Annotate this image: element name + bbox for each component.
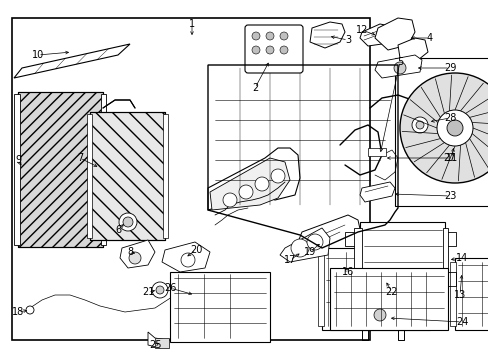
Bar bbox=[18, 92, 103, 247]
Text: 17: 17 bbox=[283, 255, 296, 265]
Text: 11: 11 bbox=[445, 153, 457, 163]
Text: 29: 29 bbox=[443, 63, 455, 73]
Circle shape bbox=[251, 32, 260, 40]
Polygon shape bbox=[280, 228, 329, 262]
Bar bbox=[14, 94, 20, 245]
Polygon shape bbox=[297, 215, 361, 255]
Circle shape bbox=[223, 193, 237, 207]
Polygon shape bbox=[359, 24, 391, 46]
Circle shape bbox=[290, 239, 308, 257]
Bar bbox=[321, 248, 429, 330]
Text: 24: 24 bbox=[455, 317, 467, 327]
Bar bbox=[163, 114, 168, 238]
Text: 20: 20 bbox=[189, 245, 202, 255]
Circle shape bbox=[415, 121, 423, 129]
Circle shape bbox=[254, 177, 268, 191]
Polygon shape bbox=[162, 242, 209, 272]
Text: 13: 13 bbox=[453, 290, 465, 300]
Bar bbox=[90, 112, 164, 240]
FancyBboxPatch shape bbox=[244, 25, 303, 73]
Bar bbox=[155, 338, 169, 348]
Bar bbox=[359, 222, 444, 294]
Bar bbox=[18, 92, 103, 247]
Polygon shape bbox=[374, 18, 414, 50]
Circle shape bbox=[123, 217, 133, 227]
Polygon shape bbox=[207, 148, 299, 210]
Circle shape bbox=[393, 62, 405, 74]
Circle shape bbox=[156, 286, 163, 294]
Text: 16: 16 bbox=[341, 267, 353, 277]
Polygon shape bbox=[364, 300, 391, 328]
Polygon shape bbox=[309, 22, 345, 48]
Polygon shape bbox=[14, 44, 130, 78]
Text: 23: 23 bbox=[443, 191, 455, 201]
Polygon shape bbox=[148, 332, 168, 348]
Circle shape bbox=[239, 185, 252, 199]
Bar bbox=[394, 58, 488, 206]
Polygon shape bbox=[374, 55, 421, 78]
Circle shape bbox=[411, 117, 427, 133]
Circle shape bbox=[280, 46, 287, 54]
Text: 2: 2 bbox=[251, 83, 258, 93]
Polygon shape bbox=[397, 38, 427, 60]
Circle shape bbox=[306, 234, 323, 250]
Polygon shape bbox=[359, 182, 394, 202]
Text: 28: 28 bbox=[443, 113, 455, 123]
Text: 5: 5 bbox=[396, 57, 402, 67]
Polygon shape bbox=[209, 158, 289, 210]
Text: 12: 12 bbox=[355, 25, 367, 35]
Text: 25: 25 bbox=[148, 340, 161, 350]
Bar bbox=[454, 258, 488, 330]
Bar bbox=[12, 18, 369, 340]
Circle shape bbox=[399, 73, 488, 183]
Circle shape bbox=[251, 46, 260, 54]
Text: 4: 4 bbox=[426, 33, 432, 43]
Text: 19: 19 bbox=[303, 247, 315, 257]
Circle shape bbox=[129, 252, 141, 264]
Text: 8: 8 bbox=[127, 247, 133, 257]
Bar bbox=[90, 112, 164, 240]
Polygon shape bbox=[442, 228, 447, 290]
Text: 6: 6 bbox=[115, 225, 121, 235]
Text: 18: 18 bbox=[12, 307, 24, 317]
Bar bbox=[367, 148, 385, 156]
Circle shape bbox=[265, 46, 273, 54]
Polygon shape bbox=[353, 228, 361, 290]
Circle shape bbox=[181, 253, 195, 267]
Text: 10: 10 bbox=[32, 50, 44, 60]
Text: 27: 27 bbox=[443, 153, 455, 163]
Circle shape bbox=[446, 120, 462, 136]
Text: 1: 1 bbox=[188, 19, 195, 29]
Circle shape bbox=[280, 32, 287, 40]
Text: 9: 9 bbox=[15, 155, 21, 165]
Bar bbox=[449, 262, 455, 326]
Circle shape bbox=[373, 309, 385, 321]
Bar bbox=[329, 268, 447, 330]
Circle shape bbox=[436, 110, 472, 146]
Text: 14: 14 bbox=[455, 253, 467, 263]
Bar bbox=[317, 252, 324, 326]
Text: 26: 26 bbox=[163, 283, 176, 293]
Circle shape bbox=[265, 32, 273, 40]
Circle shape bbox=[270, 169, 285, 183]
Circle shape bbox=[152, 282, 168, 298]
Text: 22: 22 bbox=[385, 287, 397, 297]
Bar bbox=[170, 272, 269, 342]
Bar bbox=[87, 114, 92, 238]
Text: 7: 7 bbox=[77, 153, 83, 163]
Circle shape bbox=[119, 213, 137, 231]
Polygon shape bbox=[120, 240, 155, 268]
Text: 21: 21 bbox=[142, 287, 154, 297]
Bar bbox=[101, 94, 106, 245]
Circle shape bbox=[26, 306, 34, 314]
Text: 3: 3 bbox=[344, 35, 350, 45]
